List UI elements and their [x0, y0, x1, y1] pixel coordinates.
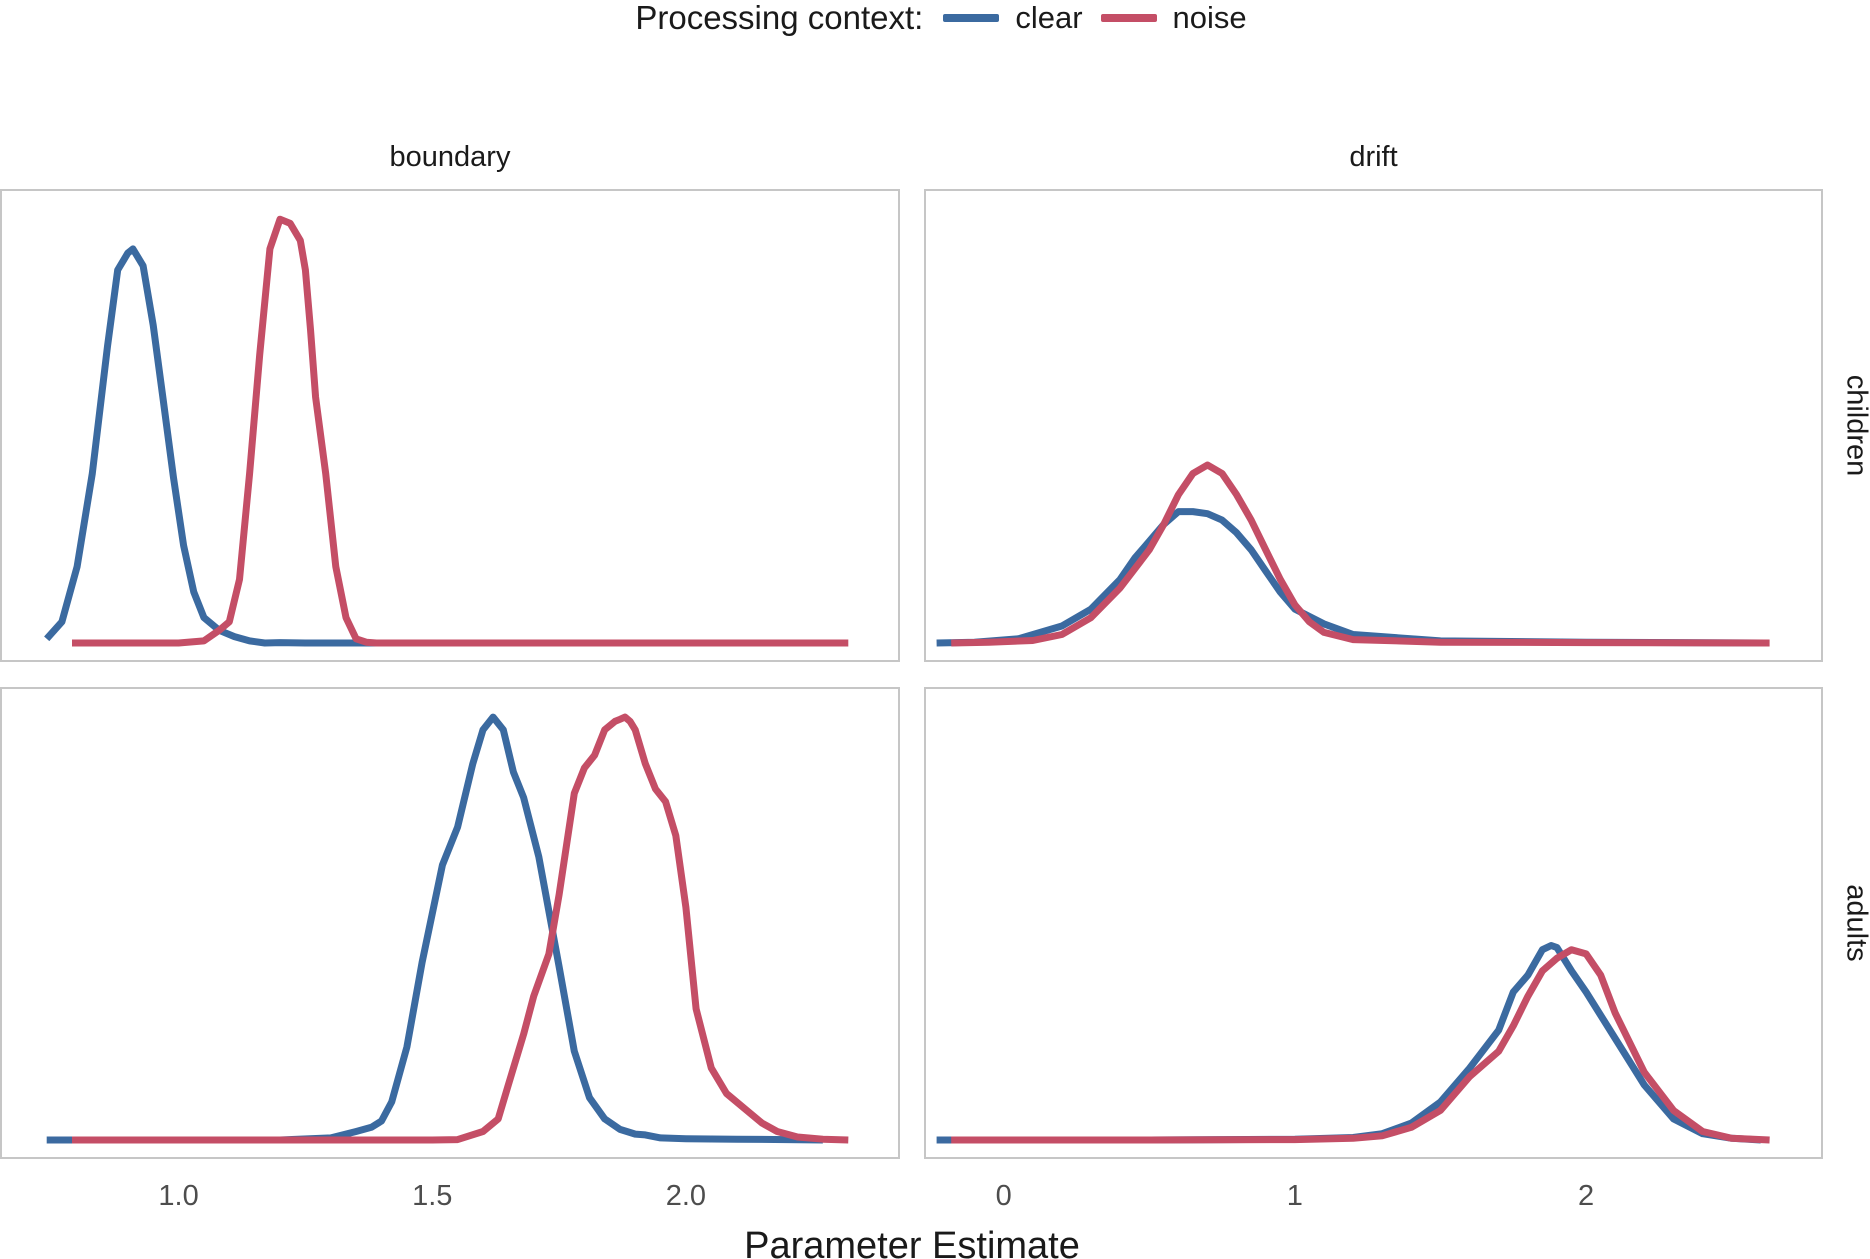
- panel-border: [0, 687, 900, 1159]
- panel-adults-boundary: [0, 687, 900, 1159]
- legend-item-clear: clear: [943, 0, 1083, 36]
- x-tick-label-boundary: 1.5: [412, 1180, 452, 1212]
- x-tick-label-drift: 0: [996, 1180, 1012, 1212]
- legend-key-noise: [1100, 14, 1157, 22]
- legend-key-clear: [943, 14, 1000, 22]
- density-line-clear: [44, 245, 823, 647]
- density-line-clear: [936, 942, 1762, 1144]
- legend-label-noise: noise: [1172, 0, 1247, 35]
- x-tick-label-boundary: 2.0: [666, 1180, 706, 1212]
- panel-adults-drift: [924, 687, 1823, 1159]
- density-line-noise: [951, 946, 1770, 1144]
- panel-border: [924, 189, 1823, 662]
- x-tick-label-drift: 2: [1578, 1180, 1594, 1212]
- facet-label-drift: drift: [1349, 141, 1397, 173]
- legend: Processing context: clear noise: [0, 0, 1870, 36]
- density-line-noise: [951, 461, 1770, 647]
- density-line-clear: [936, 508, 1761, 647]
- x-tick-label-boundary: 1.0: [158, 1180, 198, 1212]
- facet-label-children: children: [1840, 375, 1870, 477]
- facet-label-boundary: boundary: [390, 141, 511, 173]
- density-line-noise: [72, 713, 849, 1144]
- density-line-clear: [46, 713, 823, 1144]
- panel-children-drift: [924, 189, 1823, 662]
- x-tick-label-drift: 1: [1287, 1180, 1303, 1212]
- legend-title: Processing context:: [635, 0, 924, 36]
- x-axis-title: Parameter Estimate: [744, 1225, 1080, 1259]
- legend-label-clear: clear: [1015, 0, 1083, 35]
- panel-border: [924, 687, 1823, 1159]
- facet-label-adults: adults: [1840, 884, 1870, 961]
- density-line-noise: [72, 215, 849, 647]
- panel-children-boundary: [0, 189, 900, 662]
- panel-border: [0, 189, 900, 662]
- legend-item-noise: noise: [1100, 0, 1247, 36]
